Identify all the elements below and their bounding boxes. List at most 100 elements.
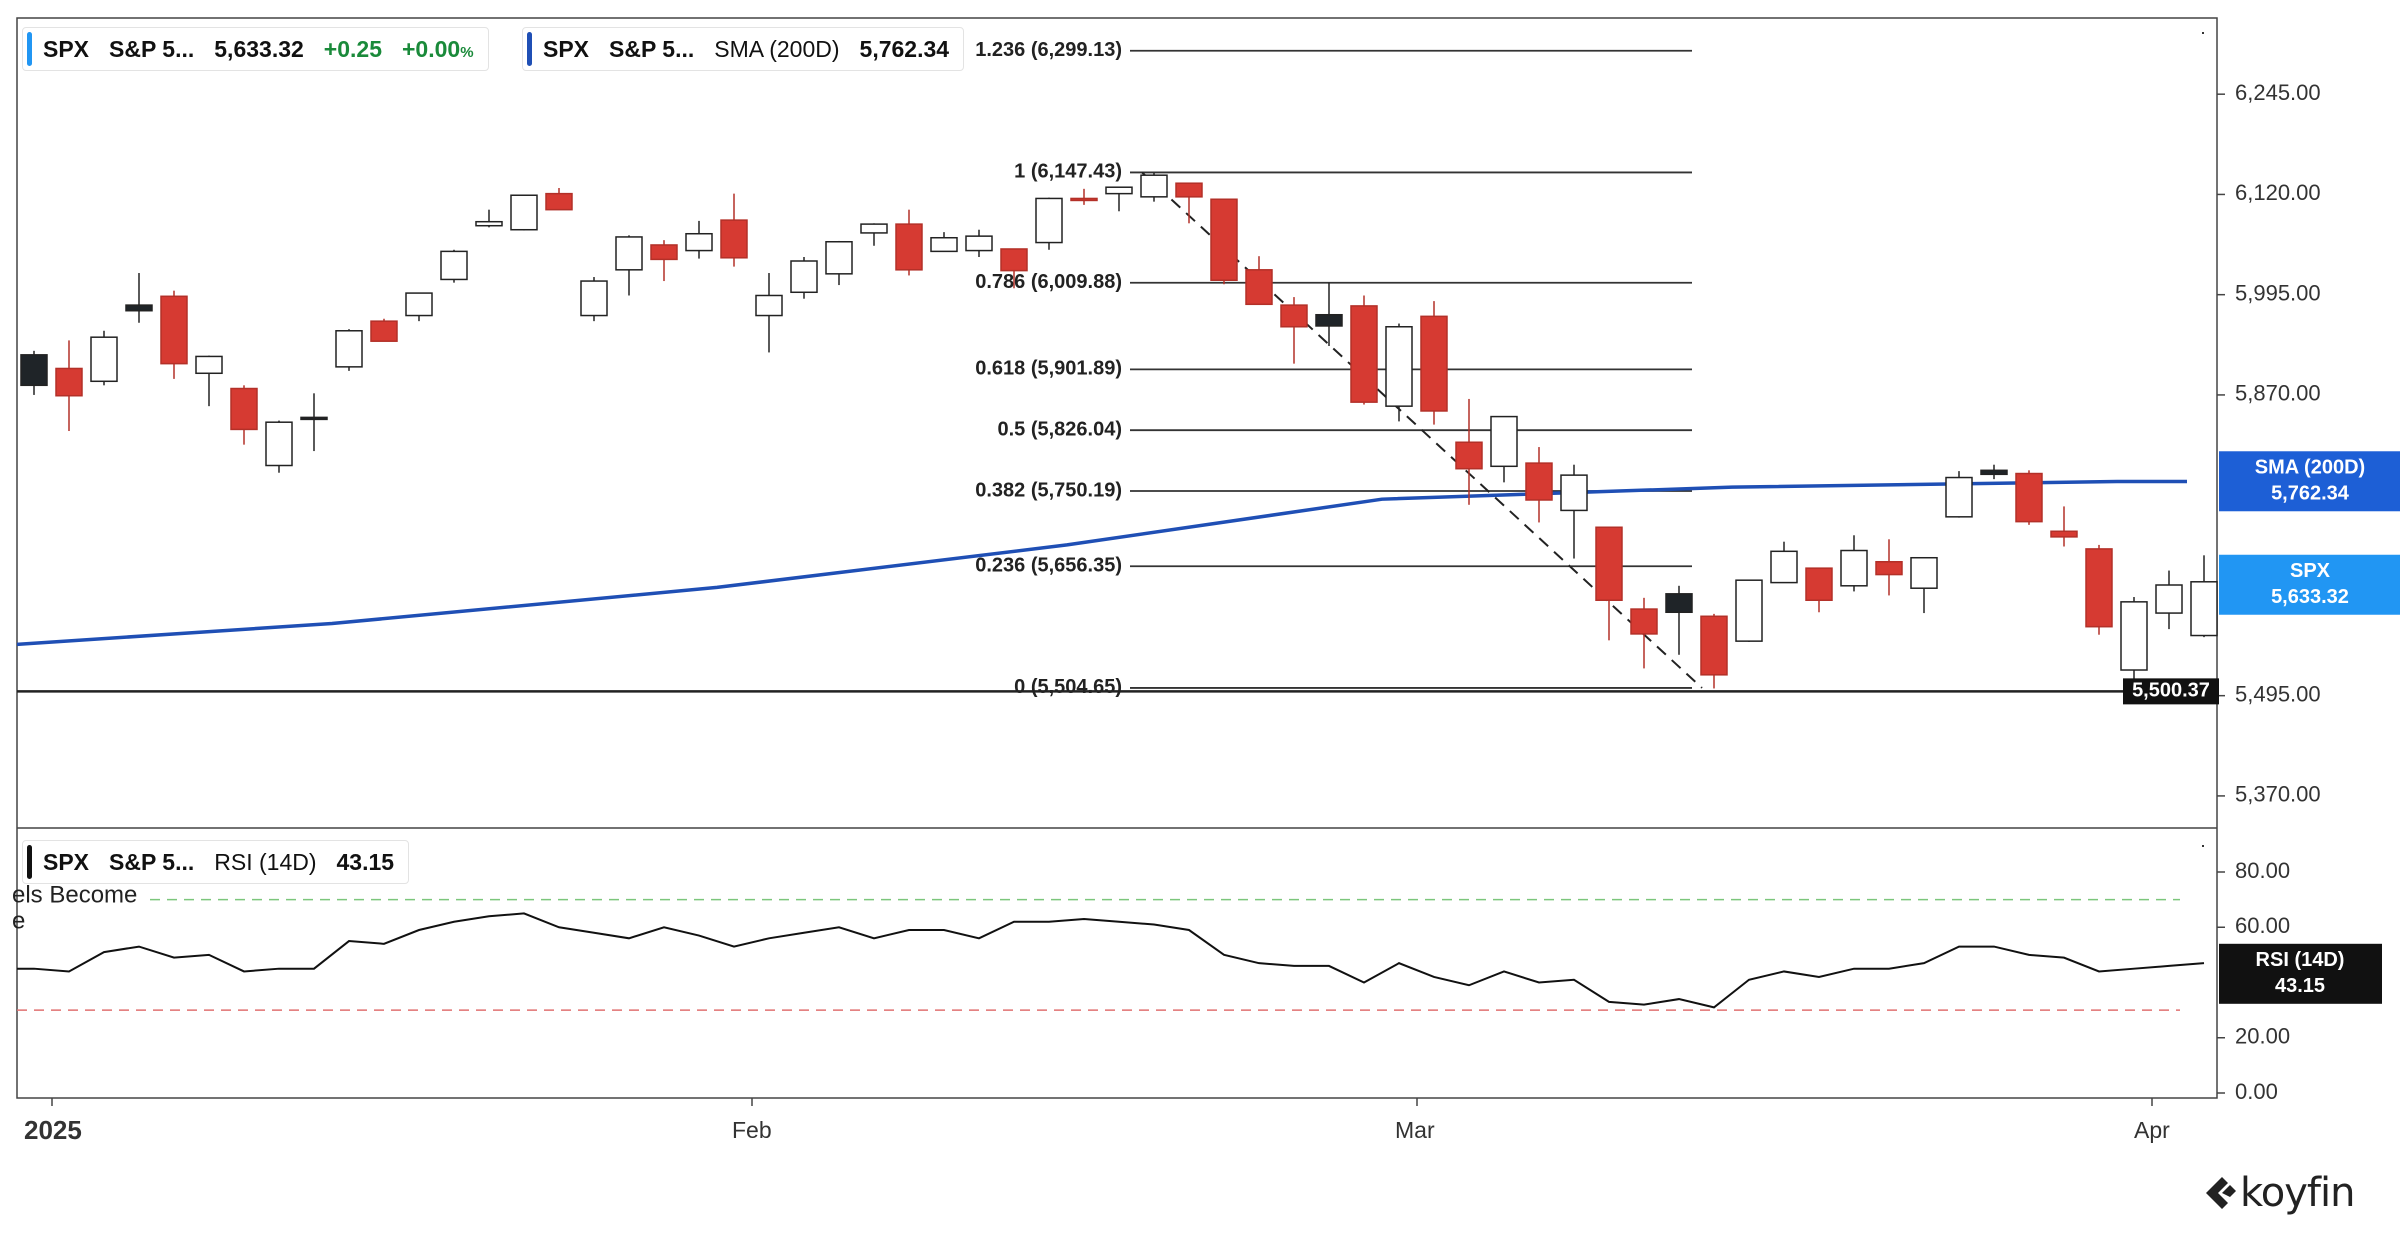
candle [1035, 197, 1063, 250]
candle [1105, 186, 1133, 212]
candle-body [300, 416, 328, 421]
candle [1910, 556, 1938, 614]
candle-body [1945, 476, 1973, 518]
rsi-legend-value: 43.15 [336, 848, 395, 875]
sma-legend-name: S&P 5... [609, 35, 695, 62]
y-tick-label: 5,995.00 [2235, 280, 2321, 305]
fib-level-label: 1 (6,147.43) [1014, 161, 1122, 183]
candle [1455, 398, 1483, 505]
sma-legend[interactable]: SPX S&P 5... SMA (200D) 5,762.34 [522, 27, 965, 71]
price-price-tag [2219, 554, 2400, 615]
candle [580, 277, 608, 322]
candle [2155, 570, 2183, 630]
candle-body [1035, 197, 1063, 244]
rsi-legend[interactable]: SPX S&P 5... RSI (14D) 43.15 [22, 840, 410, 884]
candle [1315, 282, 1343, 347]
candle [195, 355, 223, 407]
rsi-tag [2219, 943, 2382, 1004]
candle [790, 256, 818, 299]
candle [1770, 541, 1798, 584]
candle-body [195, 355, 223, 375]
price-legend-last: 5,633.32 [214, 35, 304, 62]
candle-body [370, 320, 398, 342]
fib-level-label: 1.236 (6,299.13) [975, 39, 1122, 61]
candle [510, 194, 538, 231]
sma-legend-ticker: SPX [543, 35, 590, 62]
fib-level-label: 0.618 (5,901.89) [975, 358, 1122, 380]
candle [720, 193, 748, 267]
price-price-tag-value: 5,633.32 [2271, 586, 2349, 608]
candle-body [125, 304, 153, 312]
price-legend-name: S&P 5... [109, 35, 195, 62]
candle [1700, 613, 1728, 689]
candle [125, 273, 153, 323]
koyfin-logo-icon [2206, 1177, 2236, 1209]
candle-body [1140, 174, 1168, 198]
horizontal-line-tag [2123, 678, 2219, 705]
candle-body [335, 330, 363, 368]
price-legend[interactable]: SPX S&P 5... 5,633.32 +0.25 +0.00% [22, 27, 489, 71]
candle-body [405, 292, 433, 317]
price-legend-ticker: SPX [43, 35, 90, 62]
pane-menu-dot [2202, 32, 2204, 34]
sma-price-tag-label: SMA (200D) [2255, 457, 2365, 479]
candle [895, 209, 923, 276]
candle-body [545, 192, 573, 211]
candle-body [1735, 579, 1763, 642]
y-tick-label: 6,120.00 [2235, 180, 2321, 205]
x-tick-label: Apr [2134, 1117, 2170, 1143]
candle [860, 223, 888, 246]
candle-body [1070, 197, 1098, 202]
candle-body [1000, 248, 1028, 272]
candle-body [1525, 462, 1553, 501]
fib-level-label: 0.786 (6,009.88) [975, 271, 1122, 293]
candle [2015, 470, 2043, 525]
rsi-annotation-line-2: e [12, 907, 25, 934]
candle-body [615, 236, 643, 271]
y-tick-label: 5,870.00 [2235, 381, 2321, 406]
candle [265, 420, 293, 473]
candle-body [895, 223, 923, 271]
horizontal-line-tag-value: 5,500.37 [2132, 680, 2210, 702]
candle [545, 188, 573, 211]
candle [1070, 188, 1098, 205]
candle [615, 235, 643, 296]
candle-body [580, 280, 608, 317]
candle [685, 220, 713, 259]
rsi-line [17, 912, 2205, 1009]
price-legend-color-bar [27, 32, 32, 66]
candle [2085, 544, 2113, 635]
x-tick-label: Feb [732, 1117, 772, 1143]
candle-body [160, 295, 188, 365]
candle-body [685, 232, 713, 252]
candle [1560, 464, 1588, 559]
rsi-y-tick-label: 20.00 [2235, 1024, 2290, 1049]
rsi-tag-label: RSI (14D) [2256, 949, 2345, 971]
candle [160, 290, 188, 379]
candle-body [1980, 469, 2008, 476]
candle-body [1595, 526, 1623, 601]
candle-body [650, 244, 678, 261]
price-legend-change: +0.25 [323, 35, 382, 62]
candle [1385, 323, 1413, 422]
y-tick-label: 5,495.00 [2235, 681, 2321, 706]
sma-legend-indicator: SMA (200D) [714, 35, 840, 62]
candle [1140, 172, 1168, 202]
candle-body [1245, 269, 1273, 306]
pane-menu-dot [2202, 845, 2204, 847]
candle [20, 350, 48, 395]
candle [1665, 585, 1693, 655]
candle-body [755, 294, 783, 317]
candle-body [1210, 198, 1238, 281]
candle [1840, 535, 1868, 592]
rsi-legend-color-bar [27, 845, 32, 879]
candle [1420, 301, 1448, 425]
rsi-legend-name: S&P 5... [109, 848, 195, 875]
sma-price-tag-value: 5,762.34 [2271, 483, 2350, 505]
price-legend-change-pct-value: +0.00 [402, 35, 461, 62]
x-tick-label: Mar [1395, 1117, 1435, 1143]
candle-body [1700, 615, 1728, 676]
candle-body [790, 260, 818, 294]
candle-body [1665, 593, 1693, 614]
candle-body [1385, 326, 1413, 407]
